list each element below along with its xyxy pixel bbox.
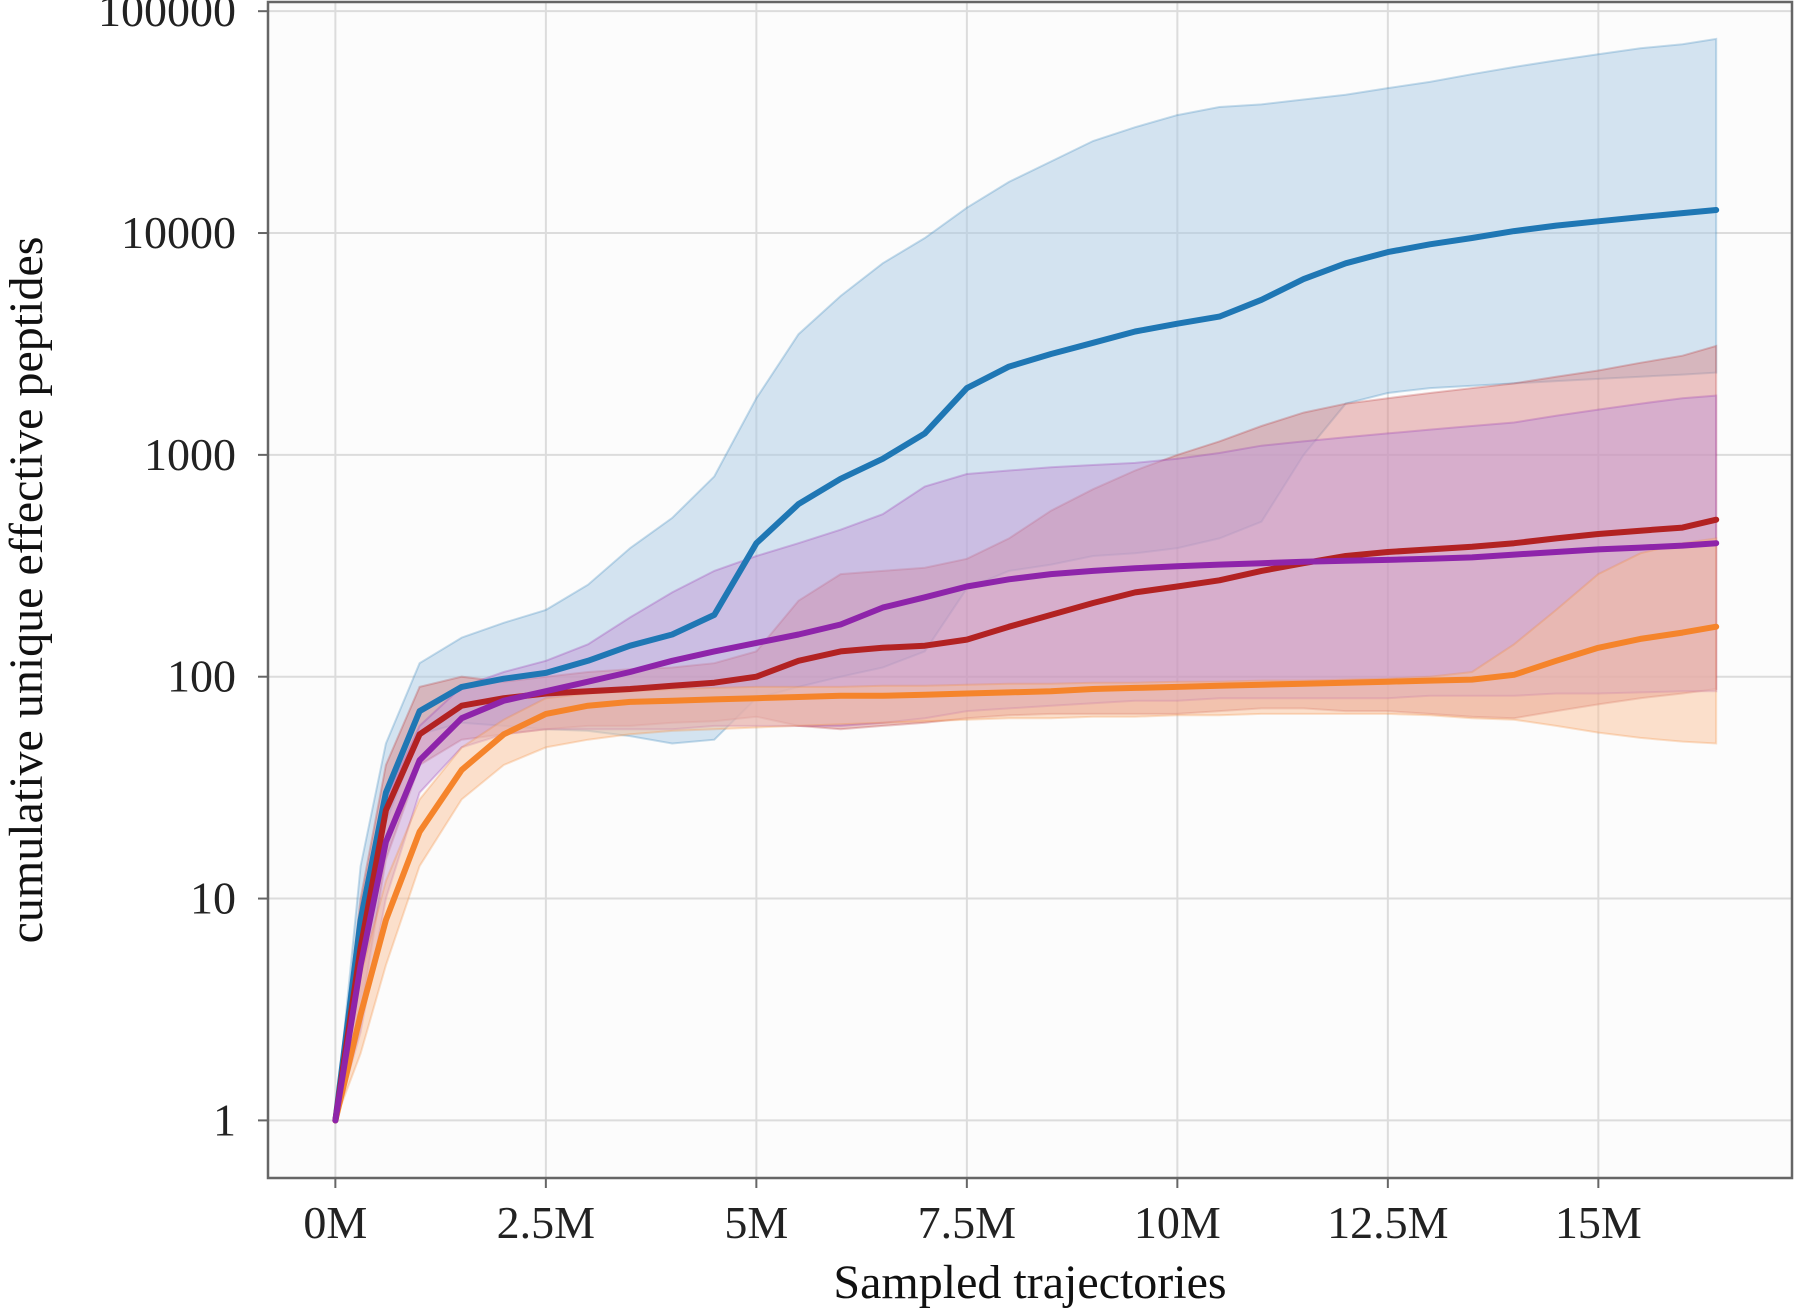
y-tick-label: 100 (167, 651, 236, 702)
line-blue (332, 207, 1720, 1124)
x-tick-label: 15M (1555, 1197, 1642, 1248)
y-axis-ticks: 1 10 100 1000 10000 100000 (98, 0, 268, 1145)
x-tick-label: 12.5M (1327, 1197, 1448, 1248)
y-tick-label: 1 (213, 1094, 236, 1145)
y-tick-label: 1000 (144, 429, 236, 480)
series-lines (332, 207, 1720, 1124)
x-tick-label: 5M (724, 1197, 788, 1248)
x-tick-label: 10M (1134, 1197, 1221, 1248)
x-tick-label: 2.5M (497, 1197, 595, 1248)
x-tick-label: 0M (303, 1197, 367, 1248)
plot-frame (266, 0, 1794, 1180)
line-orange (332, 623, 1720, 1124)
y-tick-label: 10000 (121, 207, 236, 258)
line-purple (332, 540, 1720, 1124)
x-axis-label: Sampled trajectories (833, 1256, 1226, 1309)
y-tick-label: 10 (190, 873, 236, 924)
y-axis-label: cumulative unique effective peptides (0, 237, 53, 944)
y-tick-label: 100000 (98, 0, 236, 36)
x-axis-ticks: 0M 2.5M 5M 7.5M 10M 12.5M 15M (303, 1178, 1642, 1248)
x-tick-label: 7.5M (918, 1197, 1016, 1248)
